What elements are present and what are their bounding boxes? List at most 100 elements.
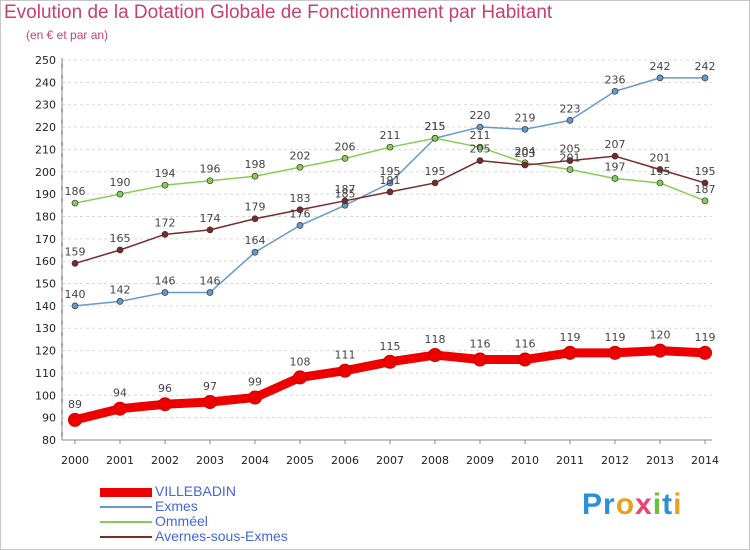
data-point-avernes — [656, 166, 664, 173]
data-point-villebadin — [338, 363, 352, 378]
chart-title: Evolution de la Dotation Globale de Fonc… — [4, 2, 553, 23]
data-point-avernes — [341, 197, 349, 205]
y-tick-label: 80 — [42, 434, 56, 447]
data-label-villebadin: 108 — [290, 355, 311, 368]
data-point-avernes — [611, 152, 619, 160]
data-label-exmes: 146 — [200, 274, 221, 287]
data-label-villebadin: 119 — [605, 331, 626, 344]
data-point-exmes — [251, 248, 259, 256]
logo-letter: P — [582, 488, 604, 521]
y-tick-label: 120 — [35, 345, 56, 358]
data-point-exmes — [161, 289, 169, 296]
y-tick-label: 190 — [35, 188, 56, 201]
legend-swatch-villebadin — [100, 488, 152, 497]
data-label-villebadin: 99 — [248, 376, 262, 389]
data-point-ommeel — [386, 143, 394, 151]
logo-text: Proxiti — [582, 488, 682, 521]
data-label-villebadin: 120 — [650, 329, 671, 342]
data-label-exmes: 242 — [695, 60, 716, 73]
data-point-avernes — [386, 188, 394, 196]
data-point-ommeel — [611, 175, 619, 182]
data-label-villebadin: 96 — [158, 382, 172, 395]
data-point-avernes — [431, 179, 439, 187]
x-tick-label: 2001 — [106, 454, 134, 467]
data-point-avernes — [206, 226, 214, 234]
data-point-exmes — [611, 87, 619, 95]
y-tick-label: 220 — [35, 121, 56, 134]
data-point-exmes — [656, 74, 664, 82]
data-label-ommeel: 215 — [425, 120, 446, 133]
data-point-avernes — [521, 161, 529, 169]
x-tick-label: 2010 — [511, 454, 539, 467]
legend-swatch-avernes — [100, 536, 152, 538]
y-tick-label: 150 — [35, 278, 56, 291]
data-label-ommeel: 195 — [650, 165, 671, 178]
data-point-avernes — [701, 179, 709, 187]
x-tick-label: 2000 — [61, 454, 89, 467]
legend-label-villebadin: VILLEBADIN — [155, 483, 236, 499]
data-label-exmes: 176 — [290, 207, 311, 220]
data-point-ommeel — [476, 143, 484, 151]
y-tick-label: 140 — [35, 300, 56, 313]
data-point-villebadin — [563, 345, 577, 360]
data-label-exmes: 185 — [335, 187, 356, 200]
data-label-ommeel: 202 — [290, 149, 311, 162]
data-point-ommeel — [566, 166, 574, 173]
logo-letter: i — [652, 488, 663, 521]
data-point-avernes — [476, 157, 484, 164]
data-label-villebadin: 115 — [380, 340, 401, 353]
chart-subtitle: (en € et par an) — [26, 28, 109, 42]
data-point-exmes — [71, 302, 79, 310]
data-label-exmes: 146 — [155, 274, 176, 287]
data-label-avernes: 179 — [245, 201, 266, 214]
data-label-ommeel: 204 — [515, 145, 536, 158]
legend-label-exmes: Exmes — [155, 498, 198, 514]
data-point-villebadin — [113, 401, 127, 416]
y-tick-label: 160 — [35, 255, 56, 268]
data-point-ommeel — [431, 134, 439, 142]
data-point-exmes — [386, 179, 394, 187]
data-point-avernes — [71, 260, 79, 267]
logo-letter: x — [635, 488, 653, 521]
data-point-ommeel — [701, 197, 709, 205]
data-point-ommeel — [116, 190, 124, 198]
data-point-exmes — [116, 298, 124, 305]
data-label-avernes: 195 — [695, 165, 716, 178]
y-tick-label: 230 — [35, 99, 56, 112]
data-label-villebadin: 116 — [470, 338, 491, 351]
data-point-avernes — [251, 215, 259, 223]
data-label-ommeel: 206 — [335, 140, 356, 153]
data-label-avernes: 201 — [650, 152, 671, 165]
data-point-villebadin — [428, 348, 442, 363]
data-label-exmes: 242 — [650, 60, 671, 73]
x-tick-label: 2013 — [646, 454, 674, 467]
data-label-avernes: 159 — [65, 245, 86, 258]
data-label-exmes: 142 — [110, 283, 131, 296]
data-point-villebadin — [293, 370, 307, 385]
data-point-ommeel — [161, 181, 169, 189]
legend-label-avernes: Avernes-sous-Exmes — [155, 528, 288, 544]
data-label-avernes: 205 — [560, 143, 581, 156]
x-tick-label: 2012 — [601, 454, 629, 467]
data-label-villebadin: 119 — [695, 331, 716, 344]
data-label-avernes: 207 — [605, 138, 626, 151]
x-tick-label: 2009 — [466, 454, 494, 467]
y-tick-label: 180 — [35, 210, 56, 223]
logo-letter: o — [615, 488, 636, 521]
data-point-villebadin — [68, 412, 82, 427]
y-tick-label: 100 — [35, 389, 56, 402]
data-label-villebadin: 94 — [113, 387, 127, 400]
data-point-ommeel — [296, 163, 304, 171]
data-point-villebadin — [698, 345, 712, 360]
data-label-villebadin: 89 — [68, 398, 82, 411]
logo-letter: t — [662, 488, 674, 521]
data-label-ommeel: 211 — [470, 129, 491, 142]
data-label-avernes: 195 — [425, 165, 446, 178]
data-label-avernes: 165 — [110, 232, 131, 245]
data-point-avernes — [116, 246, 124, 254]
data-point-villebadin — [608, 345, 622, 360]
x-tick-label: 2004 — [241, 454, 269, 467]
data-point-ommeel — [251, 172, 259, 180]
